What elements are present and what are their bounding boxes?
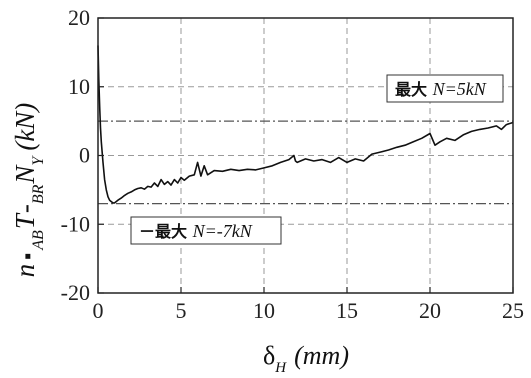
grid-lines: [98, 18, 513, 293]
x-tick-label-1: 5: [176, 298, 187, 323]
svg-text:n▪ABT-BRNY(kN): n ▪ ABT-BRNY (kN): [10, 103, 47, 278]
x-tick-label-2: 10: [253, 298, 275, 323]
annotation-unit-1: kN: [232, 221, 253, 241]
y-title-ab-sub: AB: [30, 230, 47, 251]
annotation-box-1: [130, 216, 282, 245]
annotation-label-0: 最大 N=5kN: [395, 79, 487, 99]
data-series: [97, 45, 514, 204]
annotation-value-1: =-7: [205, 221, 233, 241]
annotation-value-0: =5: [445, 79, 466, 99]
y-title-unit: (kN): [10, 103, 40, 151]
reference-lines: [98, 120, 513, 205]
x-title-delta: δ: [263, 341, 275, 370]
x-tick-label-3: 15: [336, 298, 358, 323]
y-tick-label-1: -10: [61, 211, 90, 236]
annotation-unit-0: kN: [466, 79, 487, 99]
x-tick-label-5: 25: [502, 298, 524, 323]
y-title-dot: ▪: [17, 253, 39, 260]
y-axis-title: n ▪ ABT-BRNY (kN): [10, 103, 47, 278]
annotation-label-1: －最大 N=-7kN: [139, 221, 253, 241]
x-title-h-sub: H: [274, 360, 287, 376]
y-tick-label-2: 0: [79, 143, 90, 168]
y-tick-label-4: 20: [68, 5, 90, 30]
annotation-min: －最大 N=-7kN: [130, 216, 282, 245]
y-title-y-sub: Y: [30, 155, 47, 166]
x-axis-title: δH (mm): [263, 341, 349, 376]
y-title-minus: -: [10, 204, 40, 213]
svg-text:δH(mm): δH (mm): [263, 341, 349, 376]
tick-labels: 0 5 10 15 20 25 -20 -10 0 10 20: [61, 5, 524, 323]
annotation-var-1: N: [192, 221, 206, 241]
y-title-n: n: [10, 264, 40, 278]
y-title-t: T: [10, 212, 40, 229]
x-title-unit: (mm): [294, 341, 349, 370]
y-title-br-sub: BR: [30, 184, 47, 204]
annotation-max: 最大 N=5kN: [386, 74, 504, 103]
series-line-0: [97, 45, 514, 204]
x-tick-label-0: 0: [93, 298, 104, 323]
y-tick-label-3: 10: [68, 74, 90, 99]
y-tick-label-0: -20: [61, 280, 90, 305]
annotation-box-0: [386, 74, 504, 103]
tick-marks: [97, 17, 514, 294]
annotation-prefix-1: －最大: [139, 222, 193, 241]
annotation-prefix-0: 最大: [395, 80, 433, 99]
x-tick-label-4: 20: [419, 298, 441, 323]
y-title-n2: N: [10, 164, 40, 185]
annotation-var-0: N: [432, 79, 446, 99]
